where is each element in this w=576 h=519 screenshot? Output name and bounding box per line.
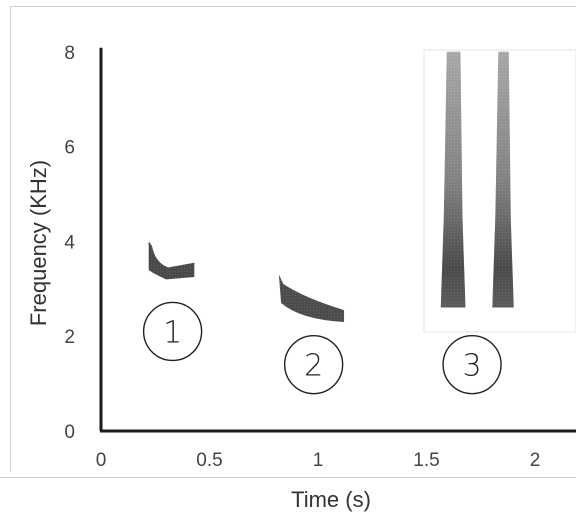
call-2-marker-circle xyxy=(283,334,344,395)
call-3-marker-circle xyxy=(442,334,502,395)
x-axis-title: Time (s) xyxy=(291,487,371,512)
call-3-marker-label: 3 xyxy=(463,349,482,384)
tick-labels: 0 2 4 6 8 0 0.5 1 1.5 2 1 2 3 xyxy=(64,43,540,471)
y-axis-title: Frequency (KHz) xyxy=(26,160,51,326)
call-1-texture xyxy=(148,241,195,280)
call-3-pulse-1-texture xyxy=(440,51,466,308)
axes xyxy=(99,47,576,433)
x-tick-label: 0 xyxy=(96,450,107,471)
call-1-marker-label: 1 xyxy=(163,315,182,350)
y-tick-label: 2 xyxy=(64,327,75,348)
y-tick-label: 4 xyxy=(64,232,75,253)
x-tick-label: 1 xyxy=(313,450,324,471)
x-tick-label: 1.5 xyxy=(413,450,439,471)
call-2-texture xyxy=(278,274,345,322)
call-2-marker-label: 2 xyxy=(304,349,323,384)
x-tick-label: 2 xyxy=(530,450,541,471)
y-tick-label: 0 xyxy=(64,422,75,443)
y-tick-label: 6 xyxy=(64,138,75,159)
call-marks xyxy=(148,51,514,322)
x-tick-label: 0.5 xyxy=(196,450,222,471)
call-1-marker-circle xyxy=(142,301,203,362)
call-3-pulse-2-texture xyxy=(492,51,514,308)
y-tick-label: 8 xyxy=(64,43,75,64)
